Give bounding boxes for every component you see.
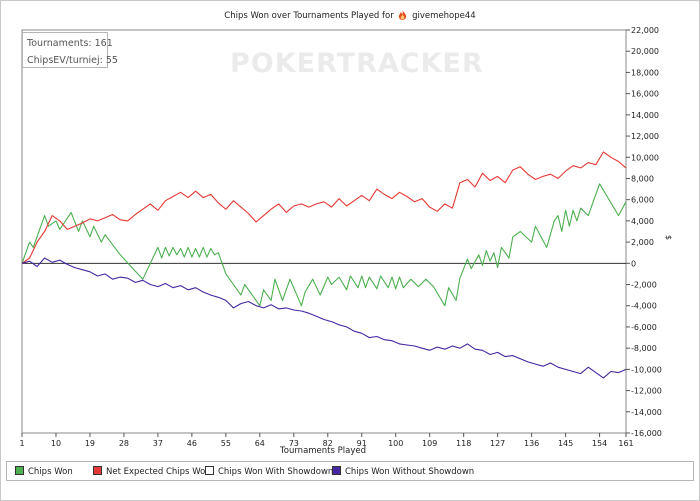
legend: Chips Won Net Expected Chips Won Chips W… [6, 461, 694, 481]
legend-label: Net Expected Chips Won [106, 467, 211, 477]
y-tick-label: 22,000 [631, 26, 659, 35]
x-tick-label: 19 [85, 439, 95, 448]
chart-title: Chips Won over Tournaments Played for gi… [0, 10, 700, 21]
y-tick-label: -14,000 [631, 408, 662, 417]
x-tick-label: 64 [255, 439, 265, 448]
legend-item-net-expected[interactable]: Net Expected Chips Won [93, 466, 211, 477]
series-line-chips-won-without-showdown [21, 257, 627, 379]
y-tick-label: 20,000 [631, 47, 659, 56]
y-tick-label: -8,000 [631, 344, 657, 353]
series-line-net-expected-chips-won [21, 151, 627, 264]
chart-title-text: Chips Won over Tournaments Played for [224, 11, 394, 21]
x-tick-label: 145 [558, 439, 573, 448]
x-tick-label: 127 [490, 439, 505, 448]
y-tick-label: -6,000 [631, 323, 657, 332]
x-tick-label: 82 [323, 439, 333, 448]
y-axis-label: $ [664, 234, 674, 241]
y-tick-label: 6,000 [631, 196, 654, 205]
y-tick-label: -10,000 [631, 365, 662, 374]
y-tick-label: 14,000 [631, 111, 659, 120]
x-tick-label: 73 [289, 439, 299, 448]
stats-box: Tournaments: 161 ChipsEV/turniej: 55 [22, 32, 118, 68]
y-tick-label: 2,000 [631, 238, 654, 247]
x-tick-label: 28 [119, 439, 129, 448]
x-tick-label: 154 [592, 439, 607, 448]
y-tick-label: 0 [631, 259, 636, 268]
x-tick-label: 161 [618, 439, 633, 448]
x-tick-label: 10 [51, 439, 61, 448]
y-tick-label: 18,000 [631, 68, 659, 77]
legend-swatch [205, 466, 214, 475]
legend-item-with-showdown[interactable]: Chips Won With Showdown [205, 466, 333, 477]
y-tick-label: -12,000 [631, 387, 662, 396]
x-tick-label: 136 [524, 439, 539, 448]
y-tick-label: -2,000 [631, 281, 657, 290]
flame-icon [399, 10, 407, 20]
legend-item-without-showdown[interactable]: Chips Won Without Showdown [332, 466, 474, 477]
tournaments-count: Tournaments: 161 [27, 38, 113, 49]
legend-label: Chips Won With Showdown [218, 467, 334, 477]
legend-label: Chips Won [28, 467, 73, 477]
x-tick-label: 46 [187, 439, 197, 448]
y-tick-label: -16,000 [631, 429, 662, 438]
legend-swatch [332, 466, 341, 475]
x-tick-label: 55 [221, 439, 231, 448]
y-tick-label: 10,000 [631, 153, 659, 162]
y-tick-label: 4,000 [631, 217, 654, 226]
x-axis-label: Tournaments Played [280, 446, 366, 456]
legend-swatch [15, 466, 24, 475]
plot-border [21, 29, 627, 434]
legend-item-chips-won[interactable]: Chips Won [15, 466, 73, 477]
y-tick-label: 12,000 [631, 132, 659, 141]
x-tick-label: 109 [422, 439, 437, 448]
y-tick-label: -4,000 [631, 302, 657, 311]
x-tick-label: 100 [388, 439, 403, 448]
x-tick-label: 37 [153, 439, 163, 448]
series-line-chips-won [21, 183, 627, 307]
player-name: givemehope44 [412, 11, 476, 21]
chipsev-per-tournament: ChipsEV/turniej: 55 [27, 55, 118, 66]
pokertracker-watermark: POKERTRACKER [230, 48, 484, 79]
x-tick-label: 91 [357, 439, 367, 448]
y-tick-label: 8,000 [631, 174, 654, 183]
legend-label: Chips Won Without Showdown [345, 467, 475, 477]
x-tick-label: 1 [19, 439, 24, 448]
legend-swatch [93, 466, 102, 475]
x-tick-label: 118 [456, 439, 471, 448]
y-tick-label: 16,000 [631, 90, 659, 99]
